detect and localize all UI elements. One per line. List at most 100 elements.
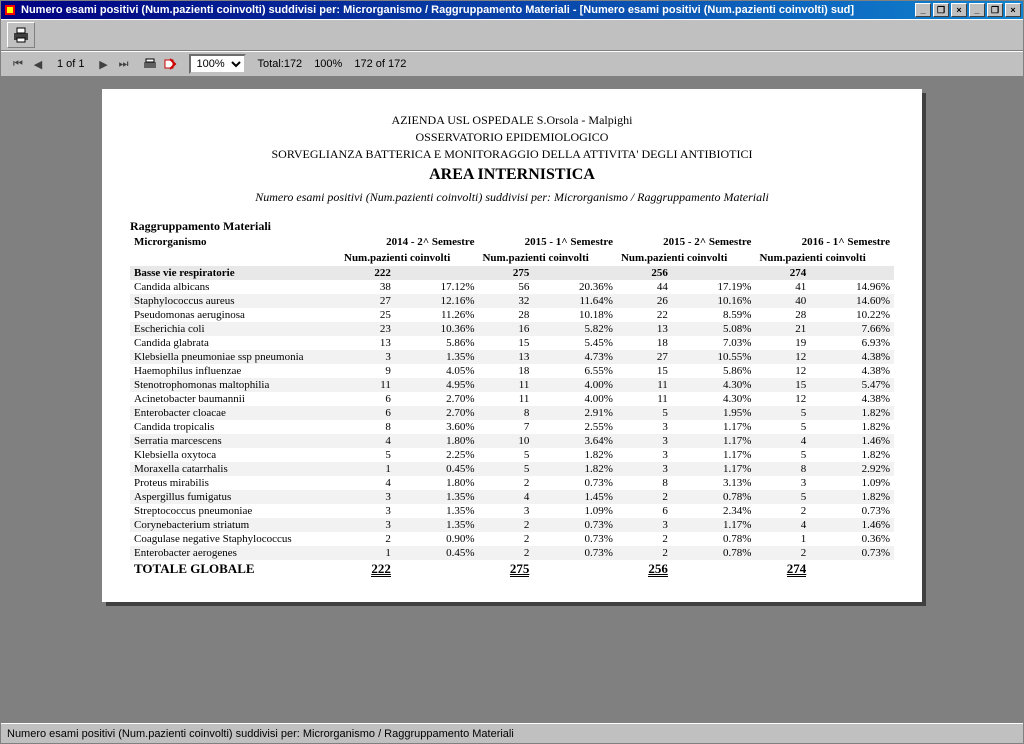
organism-name: Aspergillus fumigatus [130,490,340,504]
pct-cell: 1.80% [395,476,479,490]
organism-name: Moraxella catarrhalis [130,462,340,476]
col-sub-1: Num.pazienti coinvolti [478,250,616,266]
pct-cell: 1.35% [395,518,479,532]
child-maximize-button[interactable]: ❐ [987,3,1003,17]
organism-name: Serratia marcescens [130,434,340,448]
total-value: 222 [340,560,395,578]
pct-cell: 17.19% [672,280,756,294]
col-sub-3: Num.pazienti coinvolti [755,250,894,266]
count-cell: 9 [340,364,395,378]
printer-small-icon[interactable] [143,57,157,71]
count-cell: 15 [755,378,810,392]
nav-prev-icon[interactable]: ◀ [31,57,45,71]
pct-cell: 2.55% [533,420,617,434]
pct-cell: 4.00% [533,378,617,392]
count-cell: 2 [617,546,672,560]
pct-cell: 2.34% [672,504,756,518]
pct-cell: 4.95% [395,378,479,392]
report-viewport[interactable]: AZIENDA USL OSPEDALE S.Orsola - Malpighi… [1,77,1023,723]
pct-cell: 0.73% [810,504,894,518]
col-period-1: 2015 - 1^ Semestre [478,234,616,250]
count-cell: 5 [755,490,810,504]
pct-cell: 3.60% [395,420,479,434]
table-row: Aspergillus fumigatus31.35%41.45%20.78%5… [130,490,894,504]
count-cell: 11 [617,378,672,392]
count-cell: 4 [340,434,395,448]
percent-label: 100% [314,58,342,70]
table-row: Klebsiella oxytoca52.25%51.82%31.17%51.8… [130,448,894,462]
pct-cell: 1.09% [810,476,894,490]
count-cell: 15 [617,364,672,378]
count-cell: 28 [478,308,533,322]
table-row: Serratia marcescens41.80%103.64%31.17%41… [130,434,894,448]
zoom-select[interactable]: 100% [189,54,246,74]
count-cell: 12 [755,392,810,406]
nav-next-last: ▶ ⏭ [97,57,131,71]
nav-next-icon[interactable]: ▶ [97,57,111,71]
nav-last-icon[interactable]: ⏭ [117,57,131,71]
pct-cell: 1.82% [810,406,894,420]
col-micro: Microrganismo [130,234,340,250]
organism-name: Candida glabrata [130,336,340,350]
pct-cell: 0.73% [533,476,617,490]
table-row: Pseudomonas aeruginosa2511.26%2810.18%22… [130,308,894,322]
col-period-3: 2016 - 1^ Semestre [755,234,894,250]
pct-cell: 4.30% [672,378,756,392]
table-row: Staphylococcus aureus2712.16%3211.64%261… [130,294,894,308]
print-export-group [143,57,177,71]
pct-cell: 4.05% [395,364,479,378]
count-cell: 25 [340,308,395,322]
count-cell: 4 [340,476,395,490]
export-icon[interactable] [163,57,177,71]
count-cell: 6 [340,392,395,406]
count-cell: 13 [340,336,395,350]
count-cell: 18 [478,364,533,378]
count-cell: 5 [755,406,810,420]
table-row: Klebsiella pneumoniae ssp pneumonia31.35… [130,350,894,364]
window-title: Numero esami positivi (Num.pazienti coin… [21,4,915,16]
count-cell: 2 [617,490,672,504]
organism-name: Haemophilus influenzae [130,364,340,378]
count-cell: 44 [617,280,672,294]
close-button[interactable]: × [951,3,967,17]
count-cell: 7 [478,420,533,434]
organism-name: Candida albicans [130,280,340,294]
pct-cell: 20.36% [533,280,617,294]
count-cell: 19 [755,336,810,350]
header-line-2: OSSERVATORIO EPIDEMIOLOGICO [130,130,894,145]
pct-cell: 1.82% [533,448,617,462]
count-cell: 4 [755,434,810,448]
table-row: Candida glabrata135.86%155.45%187.03%196… [130,336,894,350]
pct-cell: 4.00% [533,392,617,406]
count-cell: 3 [340,490,395,504]
app-window: Numero esami positivi (Num.pazienti coin… [0,0,1024,744]
count-cell: 3 [617,462,672,476]
child-minimize-button[interactable]: _ [969,3,985,17]
minimize-button[interactable]: _ [915,3,931,17]
child-close-button[interactable]: × [1005,3,1021,17]
print-button[interactable] [7,22,35,48]
table-row: Streptococcus pneumoniae31.35%31.09%62.3… [130,504,894,518]
nav-first-icon[interactable]: ⏮ [11,57,25,71]
count-cell: 2 [478,546,533,560]
count-cell: 5 [478,448,533,462]
pct-cell: 1.17% [672,448,756,462]
maximize-button[interactable]: ❐ [933,3,949,17]
pct-cell: 1.17% [672,420,756,434]
organism-name: Klebsiella oxytoca [130,448,340,462]
pct-cell: 1.82% [810,420,894,434]
organism-name: Stenotrophomonas maltophilia [130,378,340,392]
organism-name: Corynebacterium striatum [130,518,340,532]
col-sub-2: Num.pazienti coinvolti [617,250,755,266]
count-cell: 13 [617,322,672,336]
count-cell: 2 [755,546,810,560]
organism-name: Streptococcus pneumoniae [130,504,340,518]
count-cell: 3 [617,518,672,532]
pct-cell: 1.82% [810,490,894,504]
table-row: Proteus mirabilis41.80%20.73%83.13%31.09… [130,476,894,490]
count-cell: 27 [617,350,672,364]
group-name: Basse vie respiratorie [130,266,340,280]
pct-cell: 7.66% [810,322,894,336]
organism-name: Enterobacter cloacae [130,406,340,420]
table-row: Enterobacter aerogenes10.45%20.73%20.78%… [130,546,894,560]
